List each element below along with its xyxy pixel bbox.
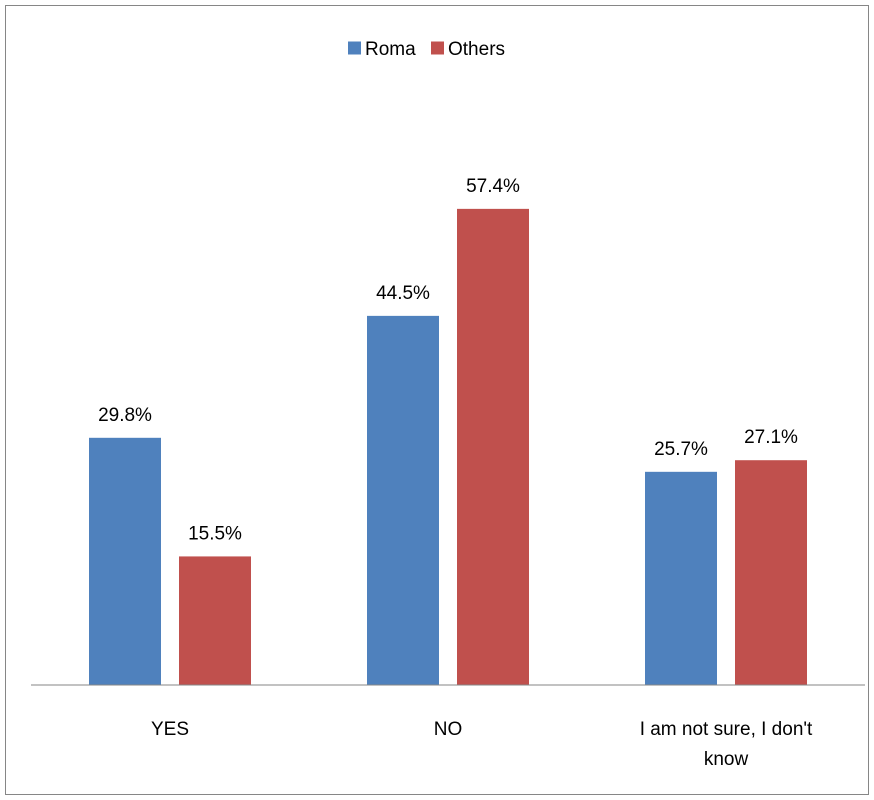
- data-label-others-2: 27.1%: [744, 427, 798, 448]
- x-tick-label-1: NO: [434, 719, 463, 740]
- x-tick-labels: YES NO I am not sure, I don't know: [151, 719, 813, 770]
- x-tick-label-line: know: [704, 749, 749, 770]
- bar-others-2: [735, 460, 807, 685]
- legend-label-roma: Roma: [365, 39, 416, 60]
- legend: Roma Others: [348, 39, 505, 60]
- bar-roma-2: [645, 471, 717, 685]
- legend-label-others: Others: [448, 39, 505, 60]
- x-tick-label-2: I am not sure, I don't know: [640, 719, 813, 770]
- data-label-roma-2: 25.7%: [654, 439, 708, 460]
- bars: [89, 208, 807, 685]
- chart-frame: Roma Others 29.8% 15.5% 44.5% 57.4% 25.7% 27.1…: [5, 5, 869, 795]
- bar-roma-1: [367, 315, 439, 685]
- bar-others-1: [457, 208, 529, 685]
- data-label-roma-0: 29.8%: [98, 405, 152, 426]
- x-tick-label-line: NO: [434, 719, 463, 740]
- x-tick-label-line: YES: [151, 719, 189, 740]
- legend-swatch-others: [431, 41, 444, 55]
- data-label-roma-1: 44.5%: [376, 283, 430, 304]
- data-labels: 29.8% 15.5% 44.5% 57.4% 25.7% 27.1%: [98, 176, 798, 545]
- legend-swatch-roma: [348, 41, 361, 55]
- x-tick-label-line: I am not sure, I don't: [640, 719, 813, 740]
- data-label-others-1: 57.4%: [466, 176, 520, 197]
- bar-others-0: [179, 556, 251, 685]
- bar-roma-0: [89, 437, 161, 685]
- data-label-others-0: 15.5%: [188, 523, 242, 544]
- x-tick-label-0: YES: [151, 719, 189, 740]
- bar-chart: Roma Others 29.8% 15.5% 44.5% 57.4% 25.7% 27.1…: [31, 39, 865, 770]
